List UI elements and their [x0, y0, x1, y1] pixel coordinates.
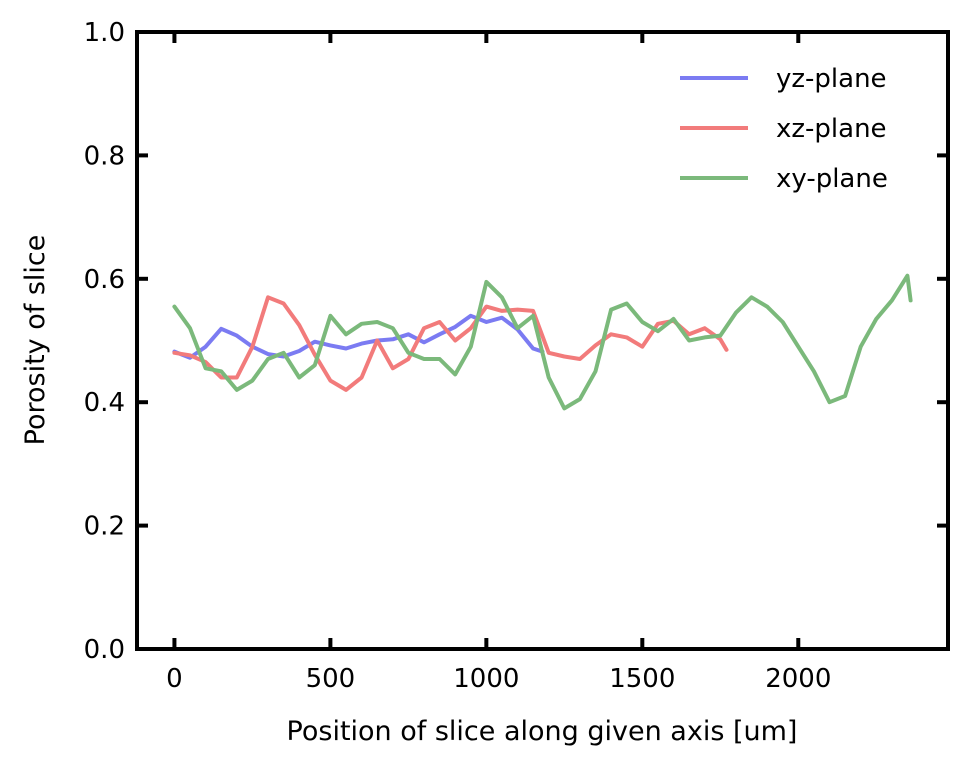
x-axis-label: Position of slice along given axis [um]	[287, 716, 798, 747]
axis-ticks: 0 500 1000 1500 2000 0.0 0.2 0.4 0.6 0.8 1.0	[84, 18, 948, 694]
x-tick-label: 1000	[453, 664, 519, 694]
y-tick-label: 0.6	[84, 265, 125, 295]
legend-label-xz-plane: xz-plane	[776, 114, 887, 144]
x-tick-label: 500	[306, 664, 356, 694]
series-line-yz-plane	[172, 313, 545, 360]
x-tick-label: 1500	[609, 664, 675, 694]
legend-label-yz-plane: yz-plane	[776, 64, 887, 94]
plot-frame	[135, 30, 950, 651]
legend-label-xy-plane: xy-plane	[776, 164, 888, 194]
y-axis-label: Porosity of slice	[20, 235, 51, 446]
y-tick-label: 0.2	[84, 512, 125, 542]
series-lines	[172, 273, 913, 411]
y-tick-label: 0.4	[84, 388, 125, 418]
series-line-xy-plane	[172, 273, 913, 411]
legend: yz-plane xz-plane xy-plane	[680, 64, 888, 194]
x-tick-label: 0	[166, 664, 183, 694]
y-tick-label: 0.8	[84, 141, 125, 171]
x-tick-label: 2000	[765, 664, 831, 694]
series-line-xz-plane	[172, 295, 729, 392]
y-tick-label: 1.0	[84, 18, 125, 48]
y-tick-label: 0.0	[84, 635, 125, 665]
